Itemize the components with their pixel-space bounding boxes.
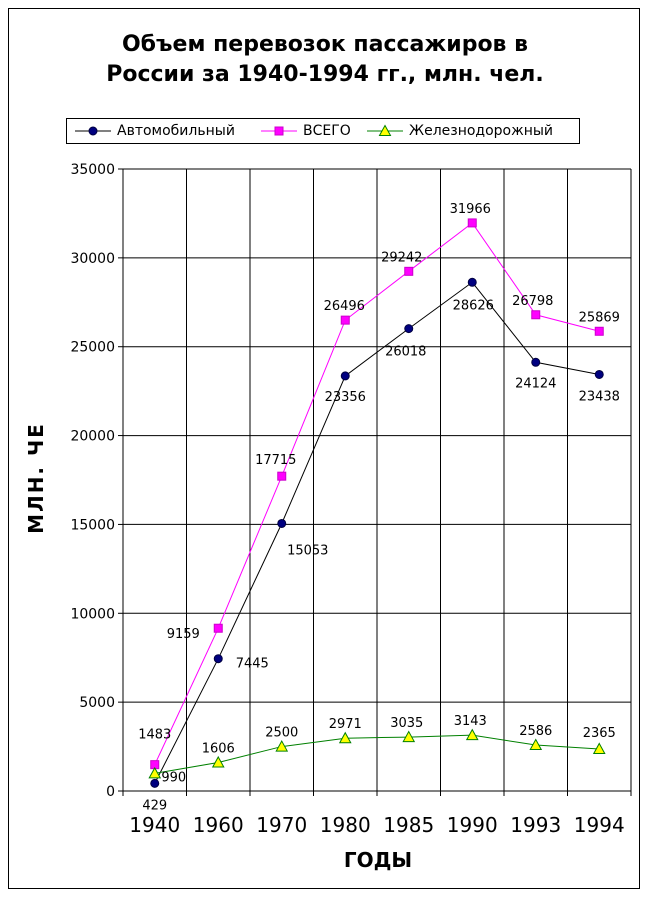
data-point-zhd	[402, 730, 416, 743]
x-tick-label: 1993	[510, 813, 561, 837]
data-point-avto	[467, 277, 477, 287]
data-point-avto	[277, 518, 287, 528]
legend-label-zhd: Железнодорожный	[409, 123, 554, 139]
data-label-vsego: 17715	[255, 453, 296, 468]
data-label-vsego: 26798	[512, 294, 553, 309]
data-point-zhd	[338, 731, 352, 744]
data-label-vsego: 25869	[579, 310, 620, 325]
series-line	[154, 222, 600, 765]
data-label-zhd: 2365	[583, 726, 616, 741]
data-point-zhd	[275, 740, 289, 752]
data-label-avto: 23356	[325, 390, 366, 405]
x-tick-label: 1960	[193, 813, 244, 837]
data-point-vsego	[594, 326, 604, 336]
data-label-vsego: 29242	[381, 250, 422, 265]
y-tick-label: 0	[106, 784, 115, 800]
data-point-zhd	[592, 742, 606, 754]
series-line	[154, 281, 600, 784]
x-tick-label: 1990	[447, 813, 498, 837]
data-point-vsego	[340, 315, 350, 325]
data-label-avto: 15053	[287, 543, 328, 558]
x-tick-label: 1994	[574, 813, 625, 837]
data-point-zhd	[465, 728, 479, 741]
data-label-zhd: 1606	[202, 741, 235, 756]
y-tick-label: 30000	[70, 251, 115, 267]
x-axis-label: ГОДЫ	[343, 848, 413, 872]
data-point-zhd	[529, 738, 543, 751]
data-label-vsego: 1483	[138, 728, 171, 743]
data-label-avto: 429	[142, 798, 167, 813]
y-tick-label: 5000	[79, 695, 115, 711]
y-tick-label: 20000	[70, 429, 115, 445]
data-label-zhd: 2586	[519, 724, 552, 739]
data-point-avto	[404, 324, 414, 334]
chart-legend: Автомобильный ВСЕГО Железнодорожный	[66, 118, 580, 144]
data-point-avto	[594, 369, 604, 379]
data-point-vsego	[213, 623, 223, 633]
x-tick-label: 1985	[383, 813, 434, 837]
data-label-vsego: 31966	[450, 202, 491, 217]
data-point-zhd	[148, 766, 162, 779]
series-line	[154, 734, 600, 774]
data-label-avto: 28626	[453, 298, 494, 313]
data-label-zhd: 3143	[454, 714, 487, 729]
data-point-vsego	[277, 471, 287, 481]
x-tick-label: 1970	[256, 813, 307, 837]
data-label-vsego: 9159	[167, 627, 200, 642]
legend-label-avto: Автомобильный	[117, 123, 235, 139]
data-point-vsego	[467, 218, 477, 228]
data-point-zhd	[211, 755, 225, 768]
data-point-avto	[150, 778, 160, 788]
data-label-zhd: 990	[161, 770, 186, 785]
y-tick-label: 35000	[70, 162, 115, 178]
chart-title-line-2: России за 1940-1994 гг., млн. чел.	[106, 62, 544, 87]
data-label-zhd: 3035	[390, 716, 423, 731]
legend-line-square-icon	[261, 126, 297, 136]
data-label-avto: 7445	[236, 657, 269, 672]
y-tick-label: 10000	[70, 606, 115, 622]
chart-title: Объем перевозок пассажиров в России за 1…	[0, 30, 650, 90]
y-tick-label: 15000	[70, 517, 115, 533]
data-point-avto	[340, 371, 350, 381]
data-point-vsego	[531, 310, 541, 320]
data-label-zhd: 2500	[265, 726, 298, 741]
data-label-vsego: 26496	[324, 299, 365, 314]
data-point-avto	[213, 654, 223, 664]
data-label-zhd: 2971	[329, 717, 362, 732]
data-point-vsego	[404, 266, 414, 276]
y-tick-label: 25000	[70, 340, 115, 356]
legend-line-triangle-icon	[367, 124, 403, 136]
chart-title-line-1: Объем перевозок пассажиров в	[121, 32, 529, 57]
data-label-avto: 24124	[515, 376, 556, 391]
data-point-avto	[531, 357, 541, 367]
legend-label-vsego: ВСЕГО	[303, 123, 351, 139]
x-tick-label: 1940	[129, 813, 180, 837]
data-label-avto: 26018	[385, 345, 426, 360]
x-tick-label: 1980	[320, 813, 371, 837]
data-label-avto: 23438	[579, 389, 620, 404]
y-axis-label: МЛН. ЧЕ	[24, 422, 48, 534]
legend-line-circle-icon	[75, 126, 111, 136]
